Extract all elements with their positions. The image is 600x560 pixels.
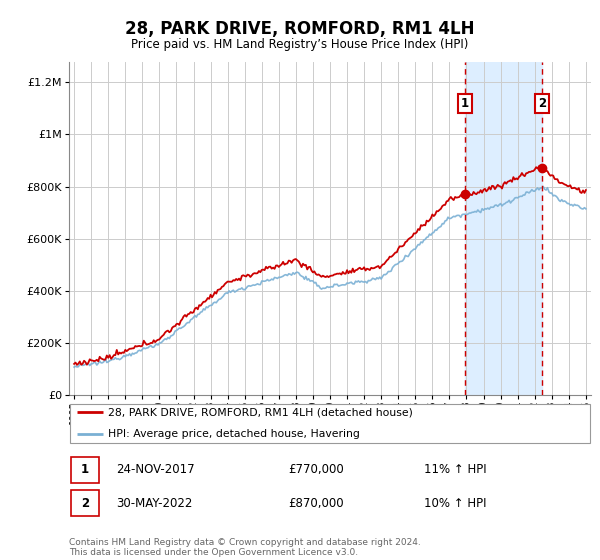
Text: 24-NOV-2017: 24-NOV-2017 — [116, 463, 194, 477]
Text: 10% ↑ HPI: 10% ↑ HPI — [424, 497, 487, 510]
Text: 28, PARK DRIVE, ROMFORD, RM1 4LH (detached house): 28, PARK DRIVE, ROMFORD, RM1 4LH (detach… — [108, 408, 413, 417]
Text: 28, PARK DRIVE, ROMFORD, RM1 4LH: 28, PARK DRIVE, ROMFORD, RM1 4LH — [125, 20, 475, 38]
FancyBboxPatch shape — [70, 404, 590, 443]
Text: £870,000: £870,000 — [288, 497, 344, 510]
FancyBboxPatch shape — [71, 457, 99, 483]
Text: 1: 1 — [461, 97, 469, 110]
Text: 1: 1 — [81, 463, 89, 477]
Text: Price paid vs. HM Land Registry’s House Price Index (HPI): Price paid vs. HM Land Registry’s House … — [131, 38, 469, 51]
FancyBboxPatch shape — [71, 491, 99, 516]
Bar — [464, 62, 542, 395]
Text: 2: 2 — [538, 97, 546, 110]
Text: Contains HM Land Registry data © Crown copyright and database right 2024.
This d: Contains HM Land Registry data © Crown c… — [69, 538, 421, 557]
Text: HPI: Average price, detached house, Havering: HPI: Average price, detached house, Have… — [108, 430, 360, 439]
Text: 2: 2 — [81, 497, 89, 510]
Text: 11% ↑ HPI: 11% ↑ HPI — [424, 463, 487, 477]
Text: £770,000: £770,000 — [288, 463, 344, 477]
Text: 30-MAY-2022: 30-MAY-2022 — [116, 497, 193, 510]
